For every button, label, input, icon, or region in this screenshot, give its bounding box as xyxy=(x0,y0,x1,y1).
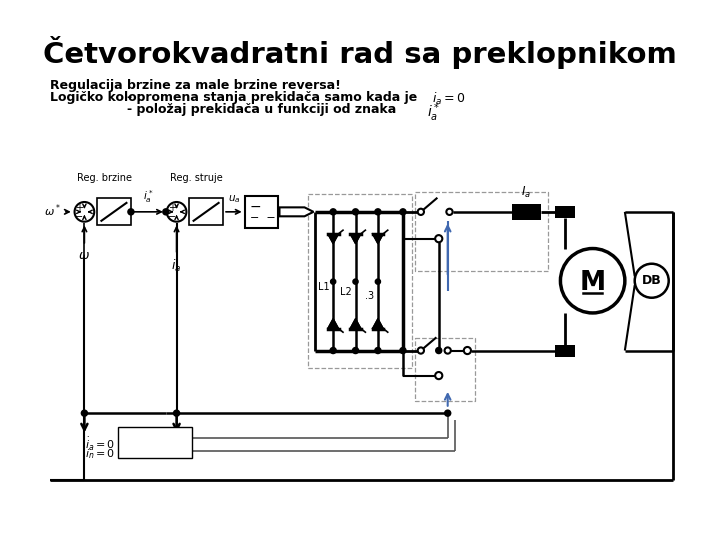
Circle shape xyxy=(445,410,451,416)
Circle shape xyxy=(81,410,87,416)
Text: - promena stanja prekidača samo kada je: - promena stanja prekidača samo kada je xyxy=(127,91,418,104)
Circle shape xyxy=(128,209,134,214)
Polygon shape xyxy=(372,234,383,244)
Circle shape xyxy=(167,202,186,222)
Text: +: + xyxy=(76,204,84,213)
Circle shape xyxy=(435,235,442,242)
Text: $\dot{i}_a = 0$: $\dot{i}_a = 0$ xyxy=(84,436,114,453)
Text: M: M xyxy=(580,269,606,295)
Text: $\omega$: $\omega$ xyxy=(78,249,90,262)
Circle shape xyxy=(174,410,179,416)
Circle shape xyxy=(464,347,471,354)
Circle shape xyxy=(353,348,359,353)
Text: Reg. brzine: Reg. brzine xyxy=(76,173,132,183)
Text: L2: L2 xyxy=(340,287,352,298)
Circle shape xyxy=(444,347,451,354)
Text: −: − xyxy=(250,199,261,213)
Text: $u_a$: $u_a$ xyxy=(228,193,240,205)
Text: L1: L1 xyxy=(318,282,330,292)
Circle shape xyxy=(330,209,336,214)
Circle shape xyxy=(376,279,380,284)
Circle shape xyxy=(400,348,405,353)
Text: $i_a^*$: $i_a^*$ xyxy=(427,102,441,124)
Circle shape xyxy=(436,348,441,353)
Bar xyxy=(512,204,541,220)
Text: $i_a$: $i_a$ xyxy=(171,258,181,274)
Polygon shape xyxy=(279,207,313,217)
Text: +: + xyxy=(168,204,176,213)
Circle shape xyxy=(635,264,669,298)
Text: $\omega^*$: $\omega^*$ xyxy=(44,202,61,219)
Text: −: − xyxy=(168,212,176,222)
Text: Regulacija brzine za male brzine reversa!: Regulacija brzine za male brzine reversa… xyxy=(50,78,341,91)
Bar xyxy=(415,192,548,271)
Text: - položaj prekidača u funkciji od znaka: - položaj prekidača u funkciji od znaka xyxy=(127,103,397,116)
Circle shape xyxy=(353,209,359,214)
Text: DB: DB xyxy=(642,274,662,287)
Circle shape xyxy=(375,209,381,214)
Circle shape xyxy=(354,279,358,284)
Circle shape xyxy=(75,202,94,222)
Circle shape xyxy=(446,208,453,215)
Text: −: − xyxy=(76,212,84,222)
Bar xyxy=(555,345,575,357)
Polygon shape xyxy=(328,319,338,329)
Circle shape xyxy=(331,279,336,284)
Circle shape xyxy=(418,347,424,354)
Text: −  −: − − xyxy=(250,213,276,223)
Bar xyxy=(246,195,278,228)
Bar xyxy=(308,194,412,368)
Polygon shape xyxy=(350,234,361,244)
Bar xyxy=(189,198,223,225)
Text: $i_a^*$: $i_a^*$ xyxy=(143,188,153,205)
Text: Reg. struje: Reg. struje xyxy=(170,173,222,183)
Text: Logičko kolo:: Logičko kolo: xyxy=(50,91,142,104)
Circle shape xyxy=(435,372,442,379)
Text: kolo: kolo xyxy=(121,447,148,460)
Circle shape xyxy=(418,208,424,215)
Text: $i_n = 0$: $i_n = 0$ xyxy=(84,447,114,461)
Polygon shape xyxy=(328,234,338,244)
Text: $i_a = 0$: $i_a = 0$ xyxy=(431,91,465,107)
Circle shape xyxy=(375,348,381,353)
Bar xyxy=(415,338,475,401)
Polygon shape xyxy=(372,319,383,329)
Circle shape xyxy=(400,209,405,214)
Bar xyxy=(118,428,192,458)
Circle shape xyxy=(560,248,625,313)
Text: $I_a$: $I_a$ xyxy=(521,185,531,200)
Text: Logičko: Logičko xyxy=(121,436,171,449)
Circle shape xyxy=(330,348,336,353)
Circle shape xyxy=(163,209,168,214)
Text: Četvorokvadratni rad sa preklopnikom: Četvorokvadratni rad sa preklopnikom xyxy=(43,36,677,69)
Text: 6x: 6x xyxy=(286,207,300,217)
Bar xyxy=(555,206,575,218)
Polygon shape xyxy=(350,319,361,329)
Text: .3: .3 xyxy=(365,291,374,301)
Bar xyxy=(97,198,131,225)
